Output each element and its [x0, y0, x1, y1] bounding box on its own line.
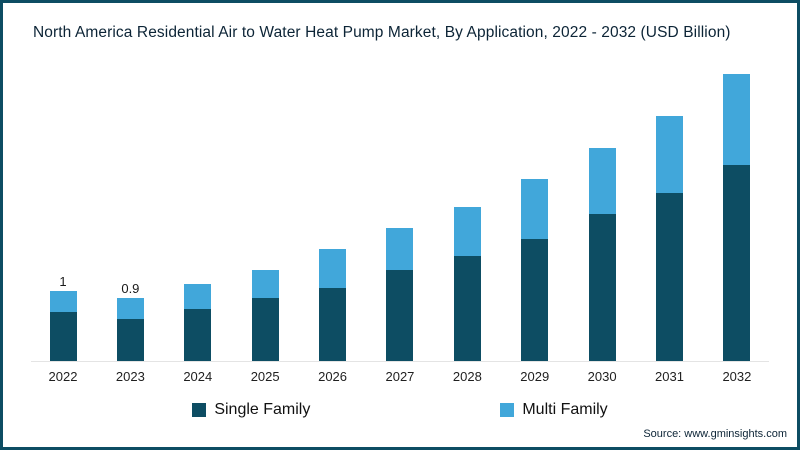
x-tick-2032: 2032: [722, 369, 752, 384]
bar-column-2030: [570, 145, 634, 361]
legend-item-multi-family: Multi Family: [500, 401, 608, 419]
x-tick-2027: 2027: [385, 369, 415, 384]
bar-value-label-2022: 1: [59, 274, 67, 289]
x-tick-2025: 2025: [250, 369, 280, 384]
x-tick-2022: 2022: [48, 369, 78, 384]
bar-2027-multi-family: [386, 228, 414, 270]
bar-2025-multi-family: [251, 270, 279, 298]
plot-area: 1 0.9: [31, 61, 769, 362]
bar-2026-single-family: [319, 287, 347, 361]
bar-column-2022: 1: [31, 275, 95, 361]
x-tick-2031: 2031: [655, 369, 684, 384]
x-tick-2023: 2023: [115, 369, 145, 384]
x-tick-2028: 2028: [452, 369, 482, 384]
legend: Single Family Multi Family: [3, 401, 797, 419]
bar-2024-single-family: [184, 308, 212, 361]
bar-value-label-2023: 0.9: [121, 281, 140, 296]
bar-2031-multi-family: [656, 116, 684, 193]
bar-2023-single-family: [116, 319, 144, 361]
bar-2026-multi-family: [319, 249, 347, 288]
bar-2024-multi-family: [184, 284, 212, 309]
x-axis-labels: 2022 2023 2024 2025 2026 2027 2028 2029 2030 2031…: [31, 369, 769, 384]
bar-2029-multi-family: [521, 179, 549, 239]
bar-column-2023: 0.9: [98, 282, 162, 361]
legend-label-multi-family: Multi Family: [522, 401, 608, 418]
bar-column-2028: [435, 204, 499, 361]
bar-2028-multi-family: [453, 207, 481, 256]
bar-2029-single-family: [521, 238, 549, 361]
bar-2022-single-family: [49, 312, 77, 361]
bar-column-2024: [166, 281, 230, 361]
bar-2030-single-family: [588, 214, 616, 361]
legend-swatch-single-family: [192, 403, 207, 417]
bar-column-2027: [368, 225, 432, 361]
bar-2032-single-family: [723, 165, 751, 361]
bar-2027-single-family: [386, 270, 414, 361]
bar-2023-multi-family: [116, 298, 144, 319]
bar-2025-single-family: [251, 298, 279, 361]
legend-label-single-family: Single Family: [214, 401, 311, 418]
x-tick-2030: 2030: [587, 369, 617, 384]
bar-column-2025: [233, 267, 297, 361]
bar-column-2026: [301, 246, 365, 361]
x-tick-2026: 2026: [318, 369, 348, 384]
legend-item-single-family: Single Family: [192, 401, 310, 419]
bar-2030-multi-family: [588, 147, 616, 214]
legend-swatch-multi-family: [500, 403, 515, 417]
bar-2022-multi-family: [49, 291, 77, 312]
bar-column-2029: [503, 176, 567, 361]
source-credit: Source: www.gminsights.com: [643, 428, 787, 440]
bar-column-2032: [705, 71, 769, 361]
x-tick-2024: 2024: [183, 369, 213, 384]
chart-title: North America Residential Air to Water H…: [33, 24, 731, 41]
bar-2031-single-family: [656, 193, 684, 361]
bar-2028-single-family: [453, 256, 481, 361]
bar-2032-multi-family: [723, 74, 751, 165]
bar-column-2031: [638, 113, 702, 361]
x-tick-2029: 2029: [520, 369, 550, 384]
